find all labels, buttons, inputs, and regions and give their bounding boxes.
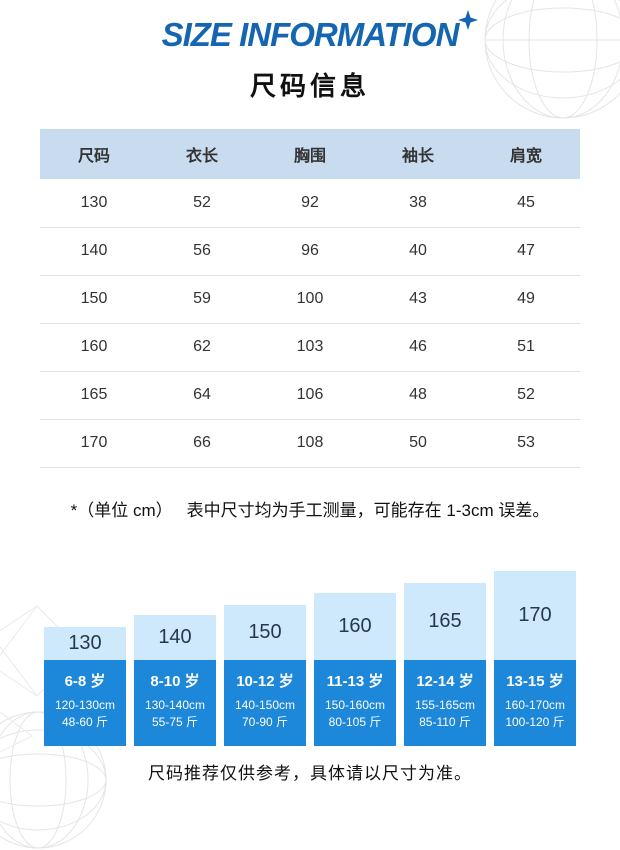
table-cell: 53: [472, 419, 580, 468]
size-bar-140: 140 8-10 岁 130-140cm 55-75 斤: [134, 615, 216, 746]
age-range: 6-8 岁: [64, 673, 106, 690]
height-range: 120-130cm: [54, 698, 116, 712]
table-row: 160 62 103 46 51: [40, 323, 580, 372]
table-cell: 49: [472, 275, 580, 324]
table-cell: 92: [256, 179, 364, 228]
weight-range: 55-75 斤: [151, 715, 199, 729]
size-bar-body: 6-8 岁 120-130cm 48-60 斤: [44, 660, 126, 746]
table-cell: 100: [256, 275, 364, 324]
header-cell-shoulder: 肩宽: [472, 129, 580, 179]
table-cell: 140: [40, 227, 148, 276]
table-cell: 38: [364, 179, 472, 228]
height-range: 140-150cm: [234, 698, 296, 712]
table-cell: 43: [364, 275, 472, 324]
table-cell: 52: [472, 371, 580, 420]
size-recommendation-bars: 130 6-8 岁 120-130cm 48-60 斤 140 8-10 岁 1…: [44, 571, 576, 746]
size-bar-150: 150 10-12 岁 140-150cm 70-90 斤: [224, 605, 306, 746]
table-row: 165 64 106 48 52: [40, 371, 580, 420]
size-bar-label: 170: [494, 571, 576, 660]
size-table-wrap: 尺码 衣长 胸围 袖长 肩宽 130 52 92 38 45 140 56 96…: [40, 129, 580, 468]
age-range: 12-14 岁: [416, 673, 474, 690]
size-bar-body: 10-12 岁 140-150cm 70-90 斤: [224, 660, 306, 746]
table-cell: 45: [472, 179, 580, 228]
header-cell-sleeve: 袖长: [364, 129, 472, 179]
table-cell: 46: [364, 323, 472, 372]
header-cell-chest: 胸围: [256, 129, 364, 179]
table-cell: 150: [40, 275, 148, 324]
height-range: 155-165cm: [414, 698, 476, 712]
table-cell: 40: [364, 227, 472, 276]
size-bar-160: 160 11-13 岁 150-160cm 80-105 斤: [314, 593, 396, 746]
age-range: 11-13 岁: [326, 673, 384, 690]
table-cell: 48: [364, 371, 472, 420]
height-range: 160-170cm: [504, 698, 566, 712]
page-title-en: SIZE INFORMATION: [161, 16, 460, 53]
cursor-star-icon: [458, 10, 478, 30]
weight-range: 80-105 斤: [328, 715, 382, 729]
size-bar-label: 160: [314, 593, 396, 660]
table-row: 140 56 96 40 47: [40, 227, 580, 276]
table-header-row: 尺码 衣长 胸围 袖长 肩宽: [40, 129, 580, 179]
size-bar-body: 13-15 岁 160-170cm 100-120 斤: [494, 660, 576, 746]
weight-range: 70-90 斤: [241, 715, 289, 729]
table-cell: 106: [256, 371, 364, 420]
size-bar-body: 11-13 岁 150-160cm 80-105 斤: [314, 660, 396, 746]
table-cell: 170: [40, 419, 148, 468]
age-range: 13-15 岁: [506, 673, 564, 690]
header-cell-size: 尺码: [40, 129, 148, 179]
size-bar-130: 130 6-8 岁 120-130cm 48-60 斤: [44, 627, 126, 746]
table-cell: 50: [364, 419, 472, 468]
table-cell: 108: [256, 419, 364, 468]
table-cell: 59: [148, 275, 256, 324]
table-row: 130 52 92 38 45: [40, 179, 580, 228]
table-cell: 62: [148, 323, 256, 372]
table-cell: 47: [472, 227, 580, 276]
age-range: 10-12 岁: [236, 673, 294, 690]
size-bar-body: 8-10 岁 130-140cm 55-75 斤: [134, 660, 216, 746]
table-cell: 51: [472, 323, 580, 372]
weight-range: 48-60 斤: [61, 715, 109, 729]
unit-note-prefix: *（单位 cm）: [70, 500, 173, 520]
table-cell: 165: [40, 371, 148, 420]
table-cell: 52: [148, 179, 256, 228]
size-bar-170: 170 13-15 岁 160-170cm 100-120 斤: [494, 571, 576, 746]
unit-note: *（单位 cm） 表中尺寸均为手工测量，可能存在 1-3cm 误差。: [0, 496, 620, 521]
unit-note-text: 表中尺寸均为手工测量，可能存在 1-3cm 误差。: [186, 500, 550, 520]
table-row: 170 66 108 50 53: [40, 419, 580, 468]
size-bar-label: 165: [404, 583, 486, 660]
table-cell: 66: [148, 419, 256, 468]
table-row: 150 59 100 43 49: [40, 275, 580, 324]
table-cell: 160: [40, 323, 148, 372]
table-cell: 96: [256, 227, 364, 276]
size-bar-body: 12-14 岁 155-165cm 85-110 斤: [404, 660, 486, 746]
size-bar-165: 165 12-14 岁 155-165cm 85-110 斤: [404, 583, 486, 746]
height-range: 150-160cm: [324, 698, 386, 712]
weight-range: 100-120 斤: [505, 715, 565, 729]
height-range: 130-140cm: [144, 698, 206, 712]
page-title-zh: 尺码信息: [249, 71, 370, 101]
size-table: 尺码 衣长 胸围 袖长 肩宽 130 52 92 38 45 140 56 96…: [40, 129, 580, 468]
header-cell-length: 衣长: [148, 129, 256, 179]
table-cell: 103: [256, 323, 364, 372]
table-cell: 56: [148, 227, 256, 276]
weight-range: 85-110 斤: [419, 715, 471, 729]
table-cell: 64: [148, 371, 256, 420]
size-bar-label: 130: [44, 627, 126, 660]
size-bar-label: 140: [134, 615, 216, 660]
size-bar-label: 150: [224, 605, 306, 660]
recommendation-footer-note: 尺码推荐仅供参考，具体请以尺寸为准。: [148, 764, 472, 783]
table-cell: 130: [40, 179, 148, 228]
age-range: 8-10 岁: [150, 673, 200, 690]
